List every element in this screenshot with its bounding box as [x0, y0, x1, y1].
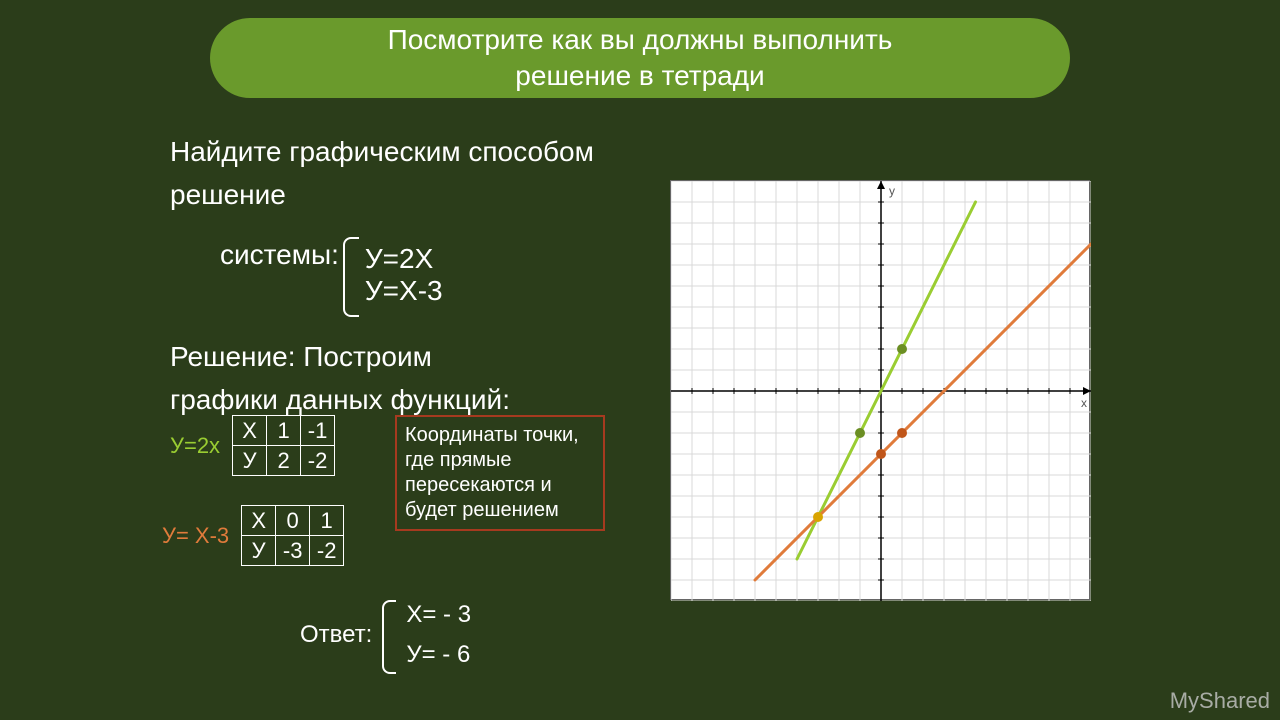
dataset-1-table: Х1-1 У2-2	[232, 415, 335, 476]
dataset-2-label: У= Х-3	[162, 523, 229, 549]
graph: ху	[670, 180, 1090, 600]
equation-1: У=2Х	[365, 243, 443, 275]
table-cell: Х	[233, 416, 267, 446]
graph-svg: ху	[671, 181, 1091, 601]
title-line-1: Посмотрите как вы должны выполнить	[388, 22, 893, 58]
system-label: системы:	[220, 233, 339, 276]
table-cell: -2	[301, 446, 335, 476]
answer-label: Ответ:	[300, 621, 372, 649]
table-cell: -2	[310, 536, 344, 566]
table-cell: 1	[310, 506, 344, 536]
table-cell: 0	[276, 506, 310, 536]
watermark: MyShared	[1170, 688, 1270, 714]
table-cell: 1	[267, 416, 301, 446]
svg-text:х: х	[1081, 396, 1087, 410]
slide-title: Посмотрите как вы должны выполнить решен…	[210, 18, 1070, 98]
table-cell: 2	[267, 446, 301, 476]
brace-icon	[343, 237, 359, 313]
task-line: Найдите графическим способом решение	[170, 130, 640, 217]
dataset-2-table: Х01 У-3-2	[241, 505, 344, 566]
svg-text:у: у	[889, 184, 895, 198]
table-cell: У	[242, 536, 276, 566]
equation-2: У=Х-3	[365, 275, 443, 307]
answer-y: У= - 6	[406, 641, 471, 669]
table-cell: -3	[276, 536, 310, 566]
answer-block: Ответ: Х= - 3 У= - 6	[300, 600, 471, 670]
answer-x: Х= - 3	[406, 601, 471, 629]
dataset-2: У= Х-3 Х01 У-3-2	[162, 505, 344, 566]
table-cell: -1	[301, 416, 335, 446]
table-cell: Х	[242, 506, 276, 536]
content-block: Найдите графическим способом решение сис…	[170, 130, 640, 422]
solution-line-1: Решение: Построим	[170, 335, 640, 378]
hint-box: Координаты точки, где прямые пересекаютс…	[395, 415, 605, 531]
title-line-2: решение в тетради	[515, 58, 764, 94]
brace-icon	[382, 600, 396, 670]
dataset-1: У=2х Х1-1 У2-2	[170, 415, 335, 476]
dataset-1-label: У=2х	[170, 433, 220, 459]
table-cell: У	[233, 446, 267, 476]
